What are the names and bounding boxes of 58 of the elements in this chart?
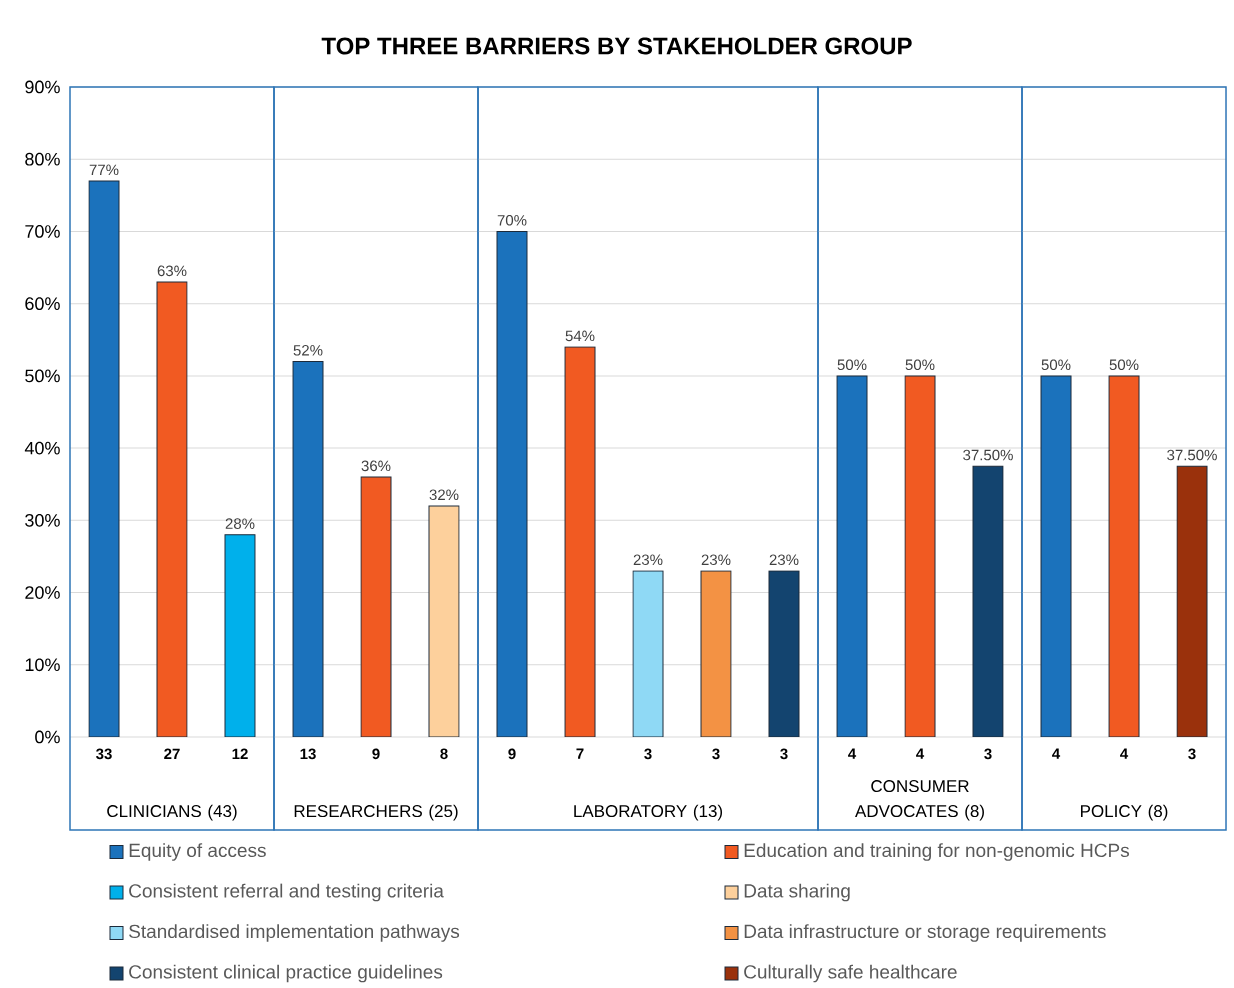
legend-label: Data sharing	[744, 883, 850, 902]
x-axis-title: POLICY (8)	[1081, 804, 1168, 821]
y-tick-label: 70%	[25, 225, 60, 238]
x-tick-label: 3	[984, 748, 992, 760]
x-axis-title: CLINICIANS (43)	[107, 804, 237, 821]
legend-label: Data infrastructure or storage requirements	[744, 924, 1106, 942]
legend-label: Consistent clinical practice guidelines	[129, 964, 443, 983]
legend-label: Consistent referral and testing criteria	[129, 883, 444, 902]
x-tick-label: 8	[440, 748, 448, 760]
x-tick-label: 4	[1052, 748, 1061, 759]
data-label: 36%	[361, 460, 391, 472]
x-tick-label: 33	[96, 748, 112, 760]
x-tick-label: 3	[644, 748, 652, 760]
x-tick-label: 12	[232, 748, 248, 759]
x-tick-label: 4	[848, 748, 857, 759]
chart-title: TOP THREE BARRIERS BY STAKEHOLDER GROUP	[321, 37, 912, 55]
legend-label: Equity of access	[129, 843, 266, 861]
data-label: 37.50%	[963, 449, 1013, 461]
y-tick-label: 60%	[25, 297, 60, 311]
x-tick-label: 7	[576, 748, 584, 759]
legend-label: Standardised implementation pathways	[129, 924, 460, 942]
x-axis-title: LABORATORY (13)	[574, 804, 723, 821]
x-tick-label: 4	[916, 748, 925, 759]
data-label: 23%	[769, 554, 799, 566]
data-label: 63%	[157, 265, 187, 277]
x-tick-label: 3	[1188, 748, 1196, 760]
x-tick-label: 3	[712, 748, 720, 760]
x-tick-label: 9	[372, 748, 380, 760]
x-tick-label: 27	[164, 748, 180, 759]
x-tick-label: 13	[300, 748, 316, 760]
data-label: 52%	[293, 344, 323, 356]
x-axis-title: CONSUMER ADVOCATES (8)	[855, 780, 984, 821]
x-tick-label: 3	[780, 748, 788, 760]
data-label: 77%	[89, 164, 119, 176]
data-label: 54%	[565, 330, 595, 342]
data-label: 50%	[837, 359, 867, 371]
data-label: 50%	[1109, 359, 1139, 371]
data-label: 50%	[905, 359, 935, 371]
y-tick-label: 20%	[25, 586, 60, 599]
y-tick-label: 10%	[25, 658, 60, 672]
y-tick-label: 0%	[35, 730, 60, 744]
x-axis-title: RESEARCHERS (25)	[294, 804, 458, 821]
data-label: 37.50%	[1167, 449, 1217, 461]
x-tick-label: 9	[508, 748, 516, 760]
data-label: 23%	[633, 554, 663, 566]
data-label: 32%	[429, 489, 459, 501]
legend-label: Education and training for non-genomic HCPs	[744, 843, 1129, 861]
y-tick-label: 90%	[25, 80, 60, 94]
y-tick-label: 80%	[25, 152, 60, 166]
y-tick-label: 40%	[24, 441, 60, 455]
x-tick-label: 4	[1120, 748, 1129, 759]
data-label: 28%	[225, 518, 255, 529]
y-tick-label: 30%	[25, 513, 60, 527]
data-label: 50%	[1041, 359, 1071, 371]
legend-label: Culturally safe healthcare	[744, 964, 957, 983]
data-label: 70%	[497, 214, 527, 226]
y-tick-label: 50%	[25, 369, 60, 383]
data-label: 23%	[701, 554, 731, 566]
